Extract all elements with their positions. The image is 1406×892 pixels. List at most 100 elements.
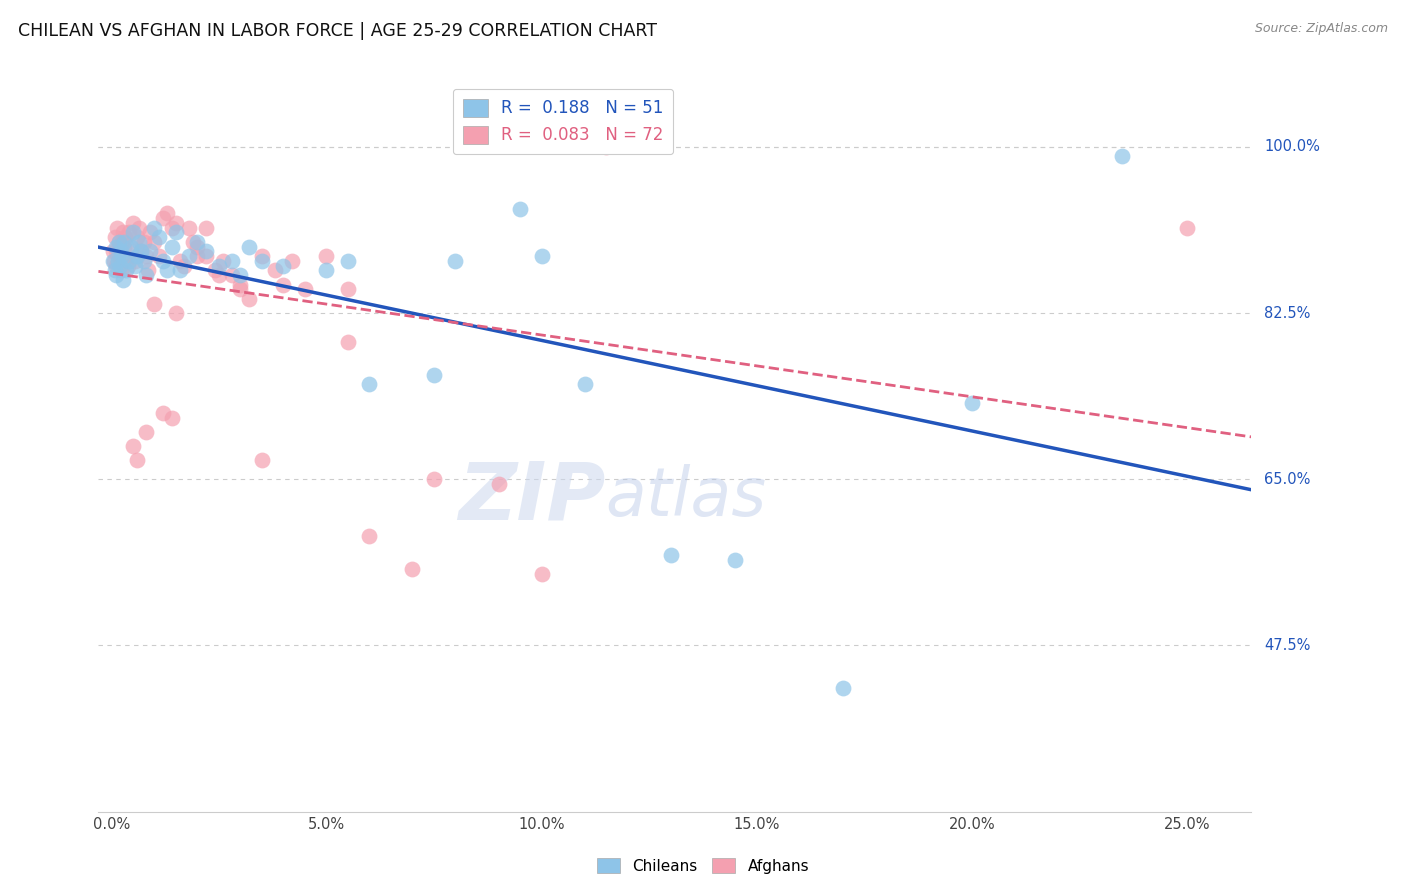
Point xyxy=(143,296,166,310)
Point xyxy=(120,244,142,259)
Point xyxy=(250,253,273,268)
Point xyxy=(143,220,166,235)
Text: 47.5%: 47.5% xyxy=(1264,638,1310,653)
Point xyxy=(960,396,983,410)
Point xyxy=(194,220,217,235)
Point xyxy=(208,268,231,282)
Point xyxy=(221,268,243,282)
Point xyxy=(724,553,747,567)
Point xyxy=(229,277,252,292)
Point xyxy=(401,562,423,576)
Point xyxy=(127,249,149,263)
Point xyxy=(423,472,446,486)
Point xyxy=(120,239,142,253)
Point xyxy=(127,230,149,244)
Point xyxy=(152,211,174,225)
Point xyxy=(124,253,146,268)
Point xyxy=(107,253,129,268)
Point xyxy=(294,282,316,296)
Point xyxy=(488,477,510,491)
Point xyxy=(108,259,131,273)
Point xyxy=(108,235,131,249)
Point xyxy=(336,334,359,349)
Point xyxy=(1111,149,1133,163)
Point xyxy=(135,268,157,282)
Point xyxy=(212,253,235,268)
Point xyxy=(128,235,150,249)
Legend: R =  0.188   N = 51, R =  0.083   N = 72: R = 0.188 N = 51, R = 0.083 N = 72 xyxy=(453,88,673,154)
Point xyxy=(105,268,128,282)
Point xyxy=(160,239,183,253)
Point xyxy=(103,253,125,268)
Point xyxy=(128,220,150,235)
Point xyxy=(104,230,127,244)
Point xyxy=(112,235,135,249)
Point xyxy=(156,206,179,220)
Point xyxy=(186,249,208,263)
Point xyxy=(173,259,195,273)
Text: ZIP: ZIP xyxy=(458,458,606,536)
Point xyxy=(204,263,226,277)
Point xyxy=(152,406,174,420)
Point xyxy=(121,216,143,230)
Point xyxy=(444,253,467,268)
Point xyxy=(208,259,231,273)
Point xyxy=(136,263,159,277)
Point xyxy=(111,249,134,263)
Point xyxy=(104,239,127,253)
Point xyxy=(139,244,162,259)
Point xyxy=(194,244,217,259)
Point xyxy=(127,453,149,467)
Point xyxy=(831,681,853,696)
Point xyxy=(131,244,153,259)
Point xyxy=(359,377,381,392)
Point xyxy=(156,263,179,277)
Point xyxy=(104,259,127,273)
Point xyxy=(229,282,252,296)
Point xyxy=(530,249,553,263)
Point xyxy=(169,253,191,268)
Point xyxy=(104,263,127,277)
Text: CHILEAN VS AFGHAN IN LABOR FORCE | AGE 25-29 CORRELATION CHART: CHILEAN VS AFGHAN IN LABOR FORCE | AGE 2… xyxy=(18,22,657,40)
Point xyxy=(169,263,191,277)
Point xyxy=(165,216,187,230)
Point xyxy=(115,253,138,268)
Point xyxy=(135,249,157,263)
Text: Source: ZipAtlas.com: Source: ZipAtlas.com xyxy=(1254,22,1388,36)
Text: 65.0%: 65.0% xyxy=(1264,472,1310,487)
Point xyxy=(112,225,135,239)
Point xyxy=(659,548,682,562)
Point xyxy=(121,225,143,239)
Point xyxy=(111,249,134,263)
Point xyxy=(101,244,124,259)
Point xyxy=(132,253,155,268)
Point xyxy=(186,235,208,249)
Point xyxy=(107,249,129,263)
Point xyxy=(281,253,304,268)
Point xyxy=(1175,220,1198,235)
Point xyxy=(238,239,260,253)
Point xyxy=(115,263,138,277)
Point xyxy=(108,239,131,253)
Point xyxy=(131,244,153,259)
Point xyxy=(250,453,273,467)
Point xyxy=(114,230,136,244)
Point xyxy=(177,249,200,263)
Point xyxy=(121,439,143,453)
Point xyxy=(160,410,183,425)
Point xyxy=(108,235,131,249)
Point xyxy=(530,567,553,582)
Text: 100.0%: 100.0% xyxy=(1264,139,1320,154)
Point xyxy=(132,235,155,249)
Point xyxy=(117,259,139,273)
Point xyxy=(165,306,187,320)
Point xyxy=(112,273,135,287)
Point xyxy=(336,253,359,268)
Point xyxy=(336,282,359,296)
Point xyxy=(273,259,295,273)
Point xyxy=(263,263,285,277)
Point xyxy=(315,249,337,263)
Point xyxy=(105,220,128,235)
Point xyxy=(238,292,260,306)
Point xyxy=(111,235,134,249)
